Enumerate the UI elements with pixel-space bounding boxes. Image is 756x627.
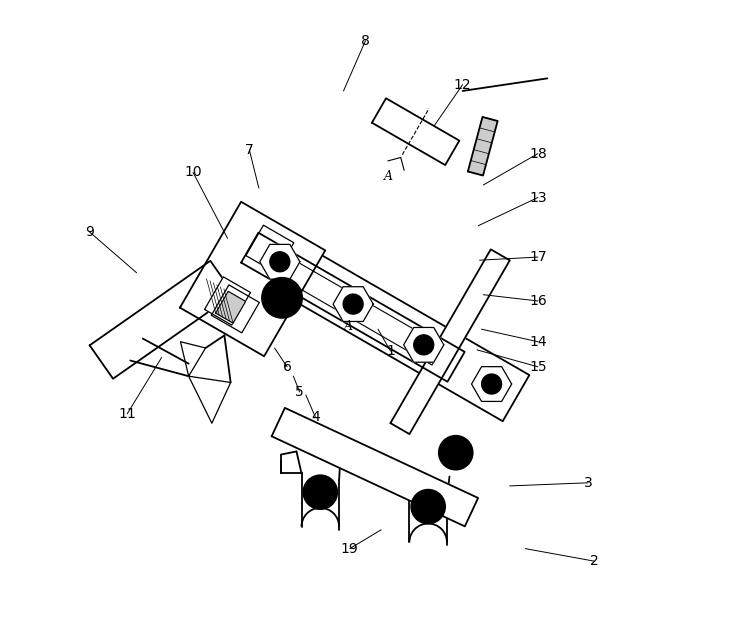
Text: 12: 12 [454,78,472,92]
Text: 6: 6 [283,360,292,374]
Text: 16: 16 [529,294,547,308]
Circle shape [482,374,502,394]
Circle shape [343,294,363,314]
Polygon shape [269,252,443,365]
Text: 11: 11 [119,407,136,421]
Text: 4: 4 [311,410,320,424]
Polygon shape [472,367,512,401]
Text: A: A [384,171,392,183]
Text: 10: 10 [184,166,202,179]
Polygon shape [241,233,465,382]
Text: 3: 3 [584,476,593,490]
Polygon shape [189,376,231,423]
Circle shape [262,278,302,318]
Polygon shape [246,225,294,273]
Text: 18: 18 [529,147,547,161]
Polygon shape [180,202,325,356]
Circle shape [271,253,289,271]
Text: 17: 17 [529,250,547,264]
Polygon shape [90,261,234,379]
Polygon shape [333,287,373,322]
Polygon shape [468,117,497,176]
Text: A: A [344,320,352,332]
Text: 19: 19 [341,542,358,556]
Circle shape [438,436,472,470]
Text: 9: 9 [85,225,94,239]
Circle shape [270,251,290,271]
Circle shape [411,490,445,524]
Polygon shape [205,277,250,325]
Circle shape [415,336,432,354]
Polygon shape [372,98,460,165]
Text: 13: 13 [529,191,547,204]
Polygon shape [271,408,478,527]
Polygon shape [215,292,246,323]
Text: 15: 15 [529,360,547,374]
Text: 1: 1 [386,344,395,358]
Circle shape [303,475,337,509]
Polygon shape [212,285,259,333]
Polygon shape [181,342,206,376]
Text: 14: 14 [529,335,547,349]
Polygon shape [390,250,510,434]
Polygon shape [260,245,300,279]
Circle shape [414,335,434,355]
Circle shape [344,295,362,313]
Text: 5: 5 [296,385,304,399]
Circle shape [482,375,500,393]
Text: 8: 8 [361,34,370,48]
Text: 2: 2 [590,554,599,568]
Polygon shape [220,212,529,421]
Polygon shape [404,327,444,362]
Text: 7: 7 [245,144,254,157]
